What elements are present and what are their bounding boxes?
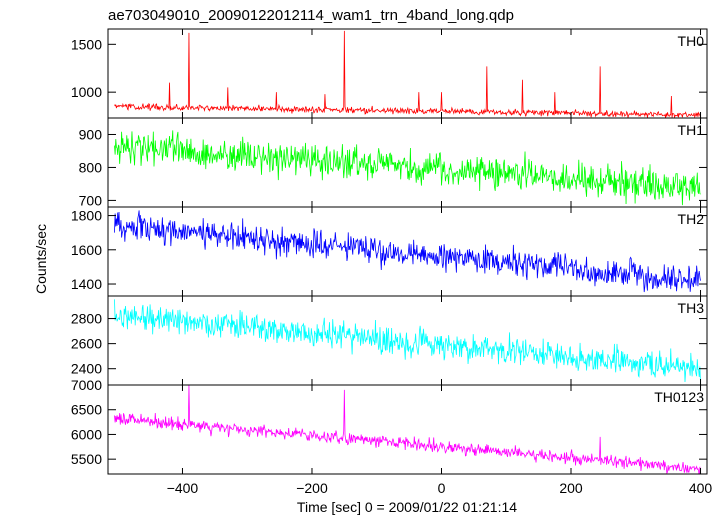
panel-label: TH0123 [654, 389, 704, 405]
y-axis-label: Counts/sec [33, 224, 49, 294]
y-tick-label: 800 [79, 159, 103, 175]
panel-th3: 2800 2600 2400 TH3 [71, 295, 708, 386]
y-tick-label: 1500 [71, 36, 102, 52]
y-tick-label: 6000 [71, 426, 102, 442]
y-tick-label: 1000 [71, 84, 102, 100]
panel-th2: 1800 1600 1400 TH2 [71, 206, 708, 297]
panel-frame [107, 28, 708, 119]
panels-group: 1500 1000 TH0 900 800 700 TH1 1800 1600 1400 TH2 28… [71, 28, 713, 496]
x-tick-label: −200 [296, 480, 328, 496]
y-tick-label: 1400 [71, 276, 102, 292]
y-tick-label: 2600 [71, 336, 102, 352]
panel-label: TH2 [678, 211, 705, 227]
y-tick-label: 900 [79, 126, 103, 142]
x-tick-label: −400 [167, 480, 199, 496]
panel-frame [107, 206, 708, 297]
panel-label: TH1 [678, 122, 705, 138]
y-tick-label: 700 [79, 192, 103, 208]
panel-th0: 1500 1000 TH0 [71, 28, 708, 119]
y-tick-label: 7000 [71, 377, 102, 393]
x-axis-label: Time [sec] 0 = 2009/01/22 01:21:14 [297, 499, 517, 515]
series-line-th0123 [114, 385, 701, 474]
series-line-th3 [114, 299, 701, 384]
chart-title: ae703049010_20090122012114_wam1_trn_4ban… [108, 7, 514, 24]
panel-label: TH3 [678, 300, 705, 316]
x-tick-label: 400 [689, 480, 713, 496]
y-tick-label: 1800 [71, 208, 102, 224]
y-tick-label: 2800 [71, 311, 102, 327]
panel-label: TH0 [678, 33, 705, 49]
y-tick-label: 6500 [71, 402, 102, 418]
panel-th1: 900 800 700 TH1 [79, 117, 708, 208]
series-line-th2 [114, 210, 701, 293]
series-line-th0 [114, 30, 701, 118]
panel-frame [107, 384, 708, 475]
y-tick-label: 2400 [71, 361, 102, 377]
y-tick-label: 1600 [71, 242, 102, 258]
panel-th0123: 7000 6500 6000 5500 TH0123 −400 −200 0 200 400 [71, 377, 713, 496]
series-line-th1 [114, 130, 701, 206]
x-tick-label: 0 [438, 480, 446, 496]
x-tick-label: 200 [559, 480, 583, 496]
y-tick-label: 5500 [71, 451, 102, 467]
